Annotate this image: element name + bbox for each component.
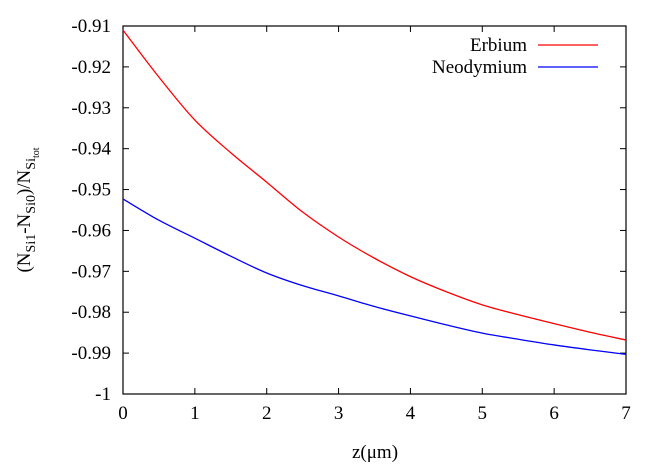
series-line-neodymium xyxy=(122,198,627,355)
x-tick-label: 2 xyxy=(262,403,272,424)
y-axis-label: (NSi1-NSi0)/NSitot xyxy=(14,147,42,272)
x-axis-label: z(μm) xyxy=(352,442,398,463)
x-tick-label: 4 xyxy=(406,403,416,424)
x-tick-label: 3 xyxy=(334,403,344,424)
series-group xyxy=(122,29,627,355)
y-tick-label: -0.96 xyxy=(71,220,111,241)
y-tick-label: -0.98 xyxy=(71,302,111,323)
y-tick-label: -0.99 xyxy=(71,343,111,364)
y-tick-label: -0.94 xyxy=(71,139,111,160)
y-tick-label: -1 xyxy=(95,384,111,405)
x-tick-label: 5 xyxy=(478,403,488,424)
legend-label-neodymium: Neodymium xyxy=(432,57,527,78)
plot-frame xyxy=(122,25,627,395)
y-tick-label: -0.95 xyxy=(71,180,111,201)
y-tick-label: -0.92 xyxy=(71,57,111,78)
x-tick-label: 0 xyxy=(118,403,128,424)
x-tick-label: 7 xyxy=(621,403,631,424)
y-tick-label: -0.91 xyxy=(71,16,111,37)
series-line-erbium xyxy=(122,29,627,341)
x-tick-label: 6 xyxy=(549,403,559,424)
y-tick-label: -0.97 xyxy=(71,261,111,282)
axes: 0 1 2 3 4 5 6 7 -0.91 -0.92 -0.93 -0.94 -0.95 -0.96 -0… xyxy=(71,16,630,424)
y-tick-label: -0.93 xyxy=(71,98,111,119)
legend-label-erbium: Erbium xyxy=(470,35,527,56)
x-tick-label: 1 xyxy=(190,403,200,424)
